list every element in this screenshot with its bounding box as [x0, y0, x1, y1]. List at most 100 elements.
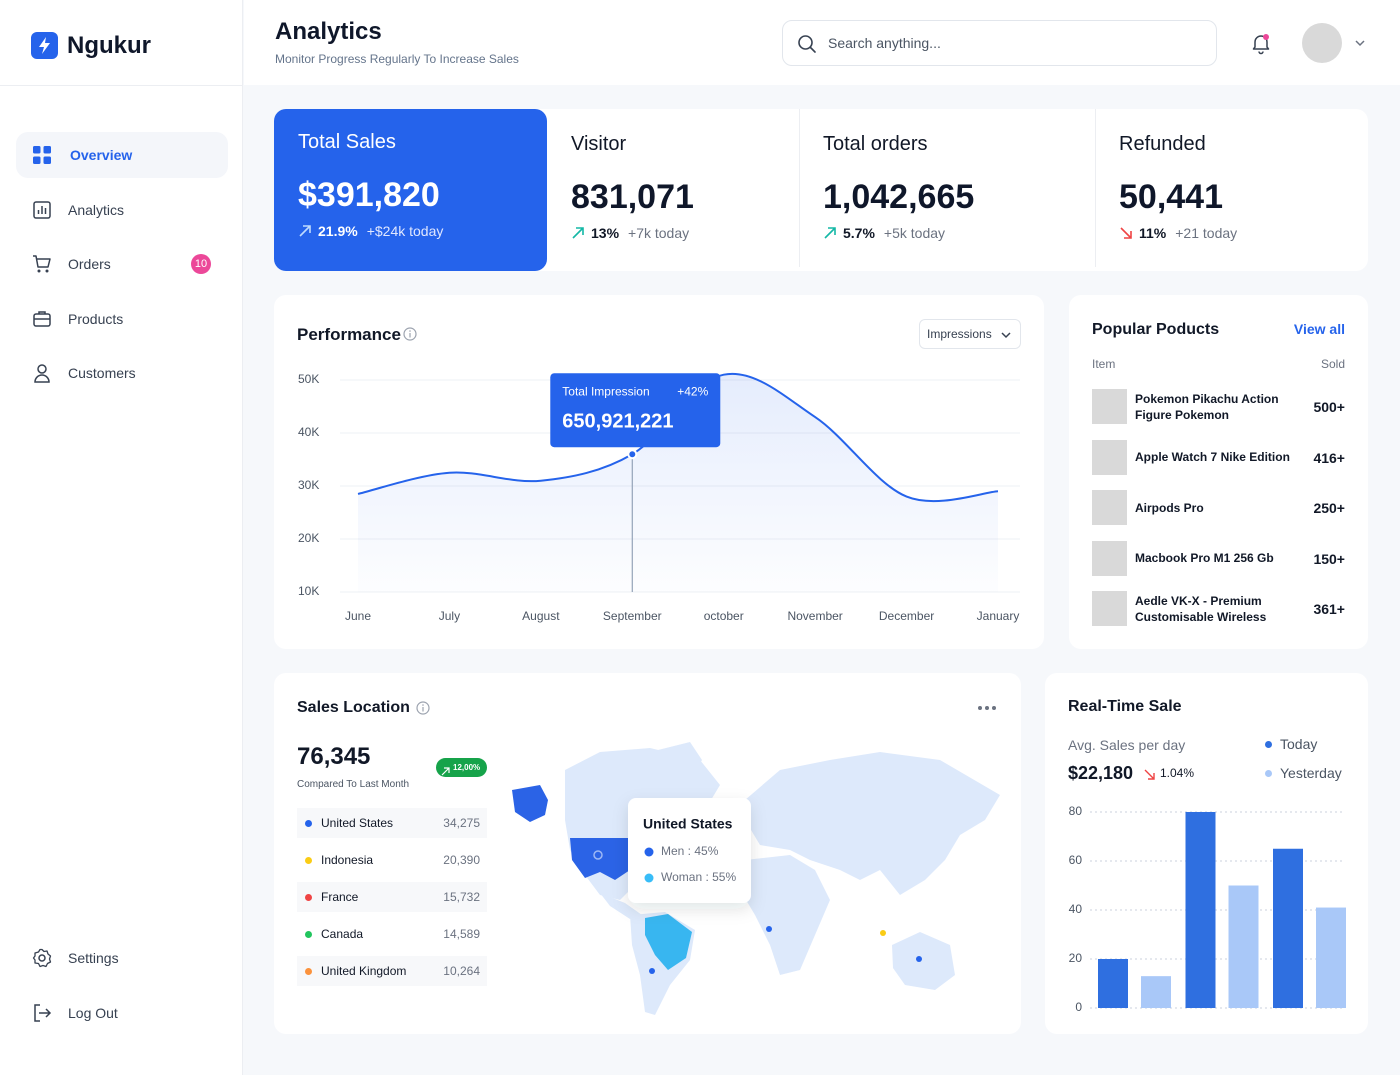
- product-name: Pokemon Pikachu Action Figure Pokemon: [1135, 389, 1295, 424]
- map-pin: [880, 930, 886, 936]
- product-name-text: Macbook Pro M1 256 Gb: [1135, 551, 1274, 565]
- x-tick-label: January: [977, 609, 1020, 623]
- dropdown-chevron: [1000, 328, 1012, 340]
- country-name: United Kingdom: [321, 964, 407, 978]
- country-dot: [305, 820, 312, 827]
- location-caption: Compared To Last Month: [297, 779, 410, 790]
- nav-icon: [32, 363, 52, 383]
- page-subtitle: Monitor Progress Regularly To Increase S…: [275, 52, 519, 66]
- product-name: Airpods Pro: [1135, 490, 1295, 525]
- info-icon-svg: [403, 327, 417, 341]
- stat-arrow-svg: [299, 225, 311, 237]
- card-title: Real-Time Sale: [1068, 698, 1182, 715]
- stat-change-row: 21.9% +$24k today: [318, 223, 443, 239]
- dropdown[interactable]: [919, 319, 1021, 349]
- notification-icon[interactable]: [1249, 31, 1273, 55]
- tooltip-value: 650,921,221: [562, 410, 673, 432]
- y-tick-label: 20K: [298, 531, 319, 545]
- x-tick-label: July: [439, 609, 460, 623]
- stat-value: 1,042,665: [823, 178, 975, 216]
- map-tooltip-dot: [644, 847, 654, 857]
- info-icon-svg: [416, 701, 430, 715]
- stat-label: Total Sales: [298, 131, 396, 153]
- view-all-link[interactable]: View all: [1293, 321, 1345, 337]
- stat-value: $391,820: [298, 176, 440, 214]
- nav-label[interactable]: Analytics: [68, 201, 125, 218]
- more-menu[interactable]: [978, 706, 996, 710]
- stat-change-row: 5.7% +5k today: [843, 225, 945, 241]
- map-tooltip-dot: [644, 873, 654, 883]
- map-pin: [593, 850, 603, 860]
- product-sold: 250+: [1313, 500, 1345, 516]
- column-header: Sold: [1320, 357, 1345, 371]
- sale-change-arrow: [1144, 767, 1155, 780]
- stat-change: 11%: [1139, 225, 1167, 241]
- map-australia: [892, 932, 955, 990]
- nav-icon-svg: [33, 310, 51, 327]
- nav-label[interactable]: Products: [68, 310, 124, 327]
- map-eurasia: [745, 752, 1000, 895]
- sale-change-arrow-svg: [1144, 769, 1155, 780]
- stat-change-row: 13% +7k today: [591, 225, 689, 241]
- map-alaska: [512, 785, 548, 822]
- country-row-bg: [297, 808, 487, 838]
- country-dot: [305, 894, 312, 901]
- y-tick-label: 20: [1069, 951, 1083, 965]
- y-tick-label: 30K: [298, 478, 319, 492]
- stat-arrow-svg: [1120, 227, 1132, 239]
- y-tick-label: 40K: [298, 425, 319, 439]
- legend-dot: [1265, 770, 1272, 777]
- dropdown-chevron-svg: [1001, 332, 1011, 339]
- stat-arrow: [823, 226, 837, 240]
- stat-label: Refunded: [1119, 133, 1206, 155]
- bar: [1098, 959, 1128, 1008]
- bar: [1228, 885, 1259, 1008]
- x-tick-label: September: [603, 609, 662, 623]
- bar: [1185, 812, 1216, 1008]
- nav-icon-svg: [33, 200, 51, 219]
- stat-card-highlight: [274, 109, 547, 271]
- y-tick-label: 50K: [298, 372, 319, 386]
- product-image: [1092, 439, 1127, 475]
- map-brazil: [645, 914, 692, 970]
- stat-arrow-svg: [824, 227, 836, 239]
- product-sold: 500+: [1313, 399, 1345, 415]
- nav-icon: [32, 948, 52, 968]
- stat-change: 5.7%: [843, 225, 875, 241]
- stat-value: 50,441: [1119, 178, 1223, 216]
- nav-label[interactable]: Settings: [68, 950, 119, 966]
- brand-name: Ngukur: [67, 32, 151, 59]
- stat-today: +5k today: [883, 225, 946, 241]
- country-dot: [305, 968, 312, 975]
- product-name: Aedle VK-X - Premium Customisable Wirele…: [1135, 591, 1295, 626]
- bar: [1316, 907, 1346, 1008]
- nav-icon-svg: [32, 948, 52, 968]
- search-box[interactable]: [782, 20, 1217, 66]
- nav-icon: [32, 200, 52, 220]
- map-central-america: [600, 893, 642, 919]
- menu-dot: [985, 706, 989, 710]
- nav-icon-svg: [33, 255, 51, 273]
- menu-dot: [978, 706, 982, 710]
- product-image: [1092, 389, 1127, 424]
- y-tick-label: 60: [1069, 853, 1083, 867]
- badge-arrow: [441, 763, 450, 776]
- country-row-bg: [297, 956, 487, 986]
- stat-today: +$24k today: [366, 223, 444, 239]
- avatar-chevron[interactable]: [1354, 37, 1366, 49]
- product-sold: 150+: [1313, 550, 1345, 567]
- nav-label[interactable]: Orders: [68, 256, 111, 272]
- product-sold: 361+: [1313, 601, 1345, 617]
- nav-label[interactable]: Customers: [68, 365, 136, 381]
- tooltip-title: Total Impression: [562, 384, 649, 398]
- stat-label: Visitor: [571, 133, 627, 155]
- nav-label[interactable]: Log Out: [68, 1004, 118, 1021]
- nav-icon-svg: [34, 364, 50, 383]
- nav-icon: [32, 145, 52, 165]
- avatar[interactable]: [1302, 23, 1342, 63]
- nav-label[interactable]: Overview: [70, 147, 133, 163]
- product-image: [1092, 540, 1127, 576]
- column-header: Item: [1092, 357, 1116, 371]
